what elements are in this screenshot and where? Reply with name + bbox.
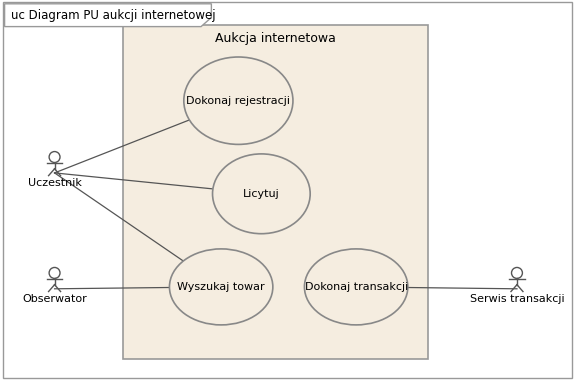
Ellipse shape <box>305 249 408 325</box>
Text: Wyszukaj towar: Wyszukaj towar <box>177 282 265 292</box>
Text: Obserwator: Obserwator <box>22 294 87 304</box>
Text: Uczestnik: Uczestnik <box>28 178 81 188</box>
Ellipse shape <box>49 152 60 163</box>
Text: Licytuj: Licytuj <box>243 189 280 199</box>
Text: Dokonaj transakcji: Dokonaj transakcji <box>305 282 408 292</box>
Ellipse shape <box>184 57 293 144</box>
FancyBboxPatch shape <box>123 25 428 359</box>
Ellipse shape <box>512 268 522 279</box>
Text: uc Diagram PU aukcji internetowej: uc Diagram PU aukcji internetowej <box>12 9 216 22</box>
Text: Serwis transakcji: Serwis transakcji <box>470 294 564 304</box>
Ellipse shape <box>170 249 273 325</box>
Polygon shape <box>5 4 211 27</box>
Ellipse shape <box>49 268 60 279</box>
Text: Aukcja internetowa: Aukcja internetowa <box>215 32 336 44</box>
Text: Dokonaj rejestracji: Dokonaj rejestracji <box>186 96 290 106</box>
Ellipse shape <box>212 154 310 234</box>
